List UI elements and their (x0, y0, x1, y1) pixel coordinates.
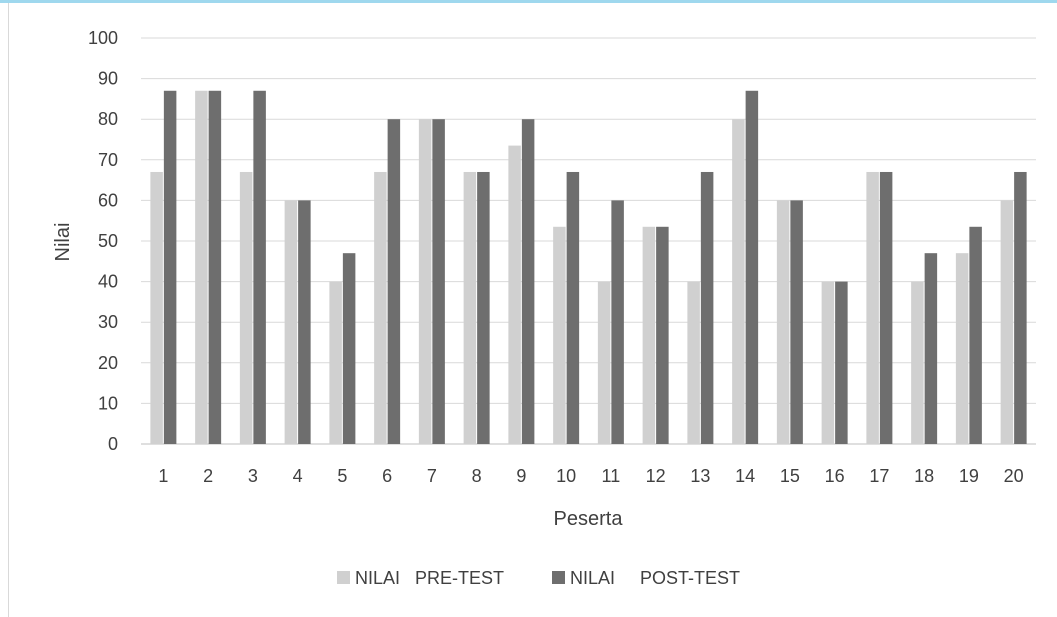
legend-swatch-post-test (552, 571, 565, 584)
x-tick-label: 18 (914, 466, 934, 486)
bar-pre-test (239, 171, 253, 445)
bar-pre-test (776, 200, 790, 444)
y-tick-label: 90 (98, 69, 118, 89)
y-tick-label: 60 (98, 190, 118, 210)
bar-post-test (700, 171, 714, 445)
x-tick-label: 4 (293, 466, 303, 486)
bar-pre-test (866, 171, 879, 445)
bar-pre-test (195, 90, 208, 444)
bar-pre-test (553, 226, 566, 444)
bar-post-test (790, 200, 803, 444)
grid-lines (141, 37, 1036, 445)
x-tick-label: 5 (337, 466, 347, 486)
x-tick-label: 13 (690, 466, 710, 486)
bar-post-test (611, 200, 624, 444)
bar-post-test (208, 90, 222, 444)
bar-pre-test (597, 281, 611, 444)
bar-pre-test (374, 171, 387, 445)
bar-post-test (521, 119, 535, 444)
bars (150, 90, 1027, 445)
x-tick-label: 20 (1004, 466, 1024, 486)
y-tick-label: 80 (98, 109, 118, 129)
bar-pre-test (821, 281, 835, 444)
x-tick-label: 12 (646, 466, 666, 486)
x-tick-label: 16 (825, 466, 845, 486)
bar-pre-test (687, 281, 700, 444)
x-tick-label: 2 (203, 466, 213, 486)
bar-pre-test (418, 119, 432, 444)
bar-pre-test (463, 171, 477, 445)
y-tick-label: 30 (98, 312, 118, 332)
x-tick-label: 7 (427, 466, 437, 486)
legend-label-pre-test: NILAI PRE-TEST (355, 568, 504, 588)
bar-post-test (1014, 171, 1027, 445)
bar-pre-test (911, 281, 924, 444)
bar-post-test (879, 171, 893, 445)
x-axis-title: Peserta (554, 508, 624, 530)
x-tick-label: 9 (516, 466, 526, 486)
bar-post-test (342, 253, 356, 444)
bar-pre-test (150, 171, 163, 445)
bar-post-test (924, 253, 938, 444)
bar-post-test (253, 90, 266, 444)
x-tick-label: 15 (780, 466, 800, 486)
y-axis-ticks: 0 10 20 30 40 50 60 70 80 90 100 (88, 28, 118, 454)
bar-post-test (835, 281, 848, 444)
bar-pre-test (329, 281, 342, 444)
x-tick-label: 1 (158, 466, 168, 486)
x-tick-label: 11 (602, 466, 621, 486)
bar-post-test (745, 90, 759, 444)
bar-post-test (298, 200, 311, 444)
top-border (0, 0, 1057, 3)
bar-pre-test (284, 200, 298, 444)
y-tick-label: 0 (108, 434, 118, 454)
bar-pre-test (732, 119, 745, 444)
y-tick-label: 20 (98, 353, 118, 373)
bar-post-test (477, 171, 490, 445)
y-tick-label: 70 (98, 150, 118, 170)
bar-post-test (163, 90, 177, 444)
bar-post-test (656, 226, 669, 444)
x-tick-label: 10 (556, 466, 576, 486)
y-tick-label: 10 (98, 393, 118, 413)
x-axis-ticks: 1 2 3 4 5 6 7 8 9 10 11 12 13 14 15 16 17 18 19 20 (158, 466, 1023, 486)
left-border (8, 3, 9, 617)
bar-pre-test (955, 253, 969, 444)
x-tick-label: 19 (959, 466, 979, 486)
y-tick-label: 100 (88, 28, 118, 48)
y-axis-title: Nilai (52, 223, 74, 262)
bar-pre-test (642, 226, 656, 444)
bar-post-test (566, 171, 580, 445)
bar-pre-test (508, 145, 521, 444)
x-tick-label: 3 (248, 466, 258, 486)
y-tick-label: 50 (98, 231, 118, 251)
bar-post-test (432, 119, 445, 444)
x-tick-label: 14 (735, 466, 755, 486)
x-tick-label: 8 (472, 466, 482, 486)
x-tick-label: 17 (869, 466, 889, 486)
legend-label-post-test: NILAI POST-TEST (570, 568, 740, 588)
bar-post-test (969, 226, 982, 444)
bar-pre-test (1000, 200, 1014, 444)
legend: NILAI PRE-TEST NILAI POST-TEST (337, 568, 740, 588)
y-tick-label: 40 (98, 272, 118, 292)
bar-post-test (387, 119, 401, 444)
x-tick-label: 6 (382, 466, 392, 486)
legend-swatch-pre-test (337, 571, 350, 584)
